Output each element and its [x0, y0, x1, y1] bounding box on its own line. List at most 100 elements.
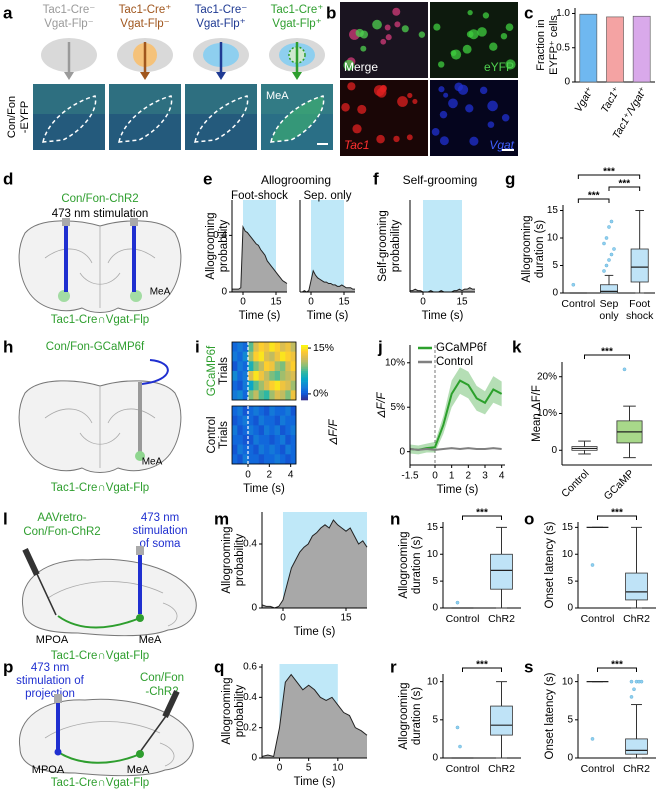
- cell: [443, 92, 449, 98]
- heatmap-cell: [253, 390, 259, 401]
- y-axis-label: Allogrooming: [221, 677, 233, 744]
- heatmap-cell: [274, 371, 281, 381]
- outlier: [607, 258, 611, 262]
- y-tick-label: 0: [251, 603, 257, 614]
- significance-label: ***: [611, 508, 623, 519]
- y-tick-label: 5: [432, 714, 438, 725]
- virus-label: Con/Fon: [140, 672, 184, 684]
- row-label: -EYFP: [19, 101, 31, 133]
- y-tick-label: 0.4: [243, 539, 257, 550]
- heatmap-cell: [264, 361, 270, 372]
- cell: [394, 21, 401, 28]
- heatmap-cell: [290, 361, 297, 372]
- heatmap-cell: [253, 406, 259, 416]
- heatmap-cell: [237, 415, 243, 426]
- channel-label: Tac1: [344, 138, 370, 152]
- heatmap-cell: [290, 406, 297, 416]
- region-label: MeA: [139, 634, 162, 646]
- x-tick-label: 2: [267, 470, 273, 481]
- x-tick-label: Control: [446, 763, 480, 775]
- y-tick-label: 5: [552, 260, 558, 271]
- heatmap-cell: [248, 444, 254, 455]
- colorbar-step: [301, 357, 308, 360]
- x-tick-label: 15: [338, 297, 350, 308]
- heatmap-cell: [248, 454, 254, 465]
- colorbar-step: [301, 361, 308, 364]
- cell: [433, 23, 441, 31]
- y-axis-label: duration (s): [411, 536, 423, 594]
- x-tick-label: 0: [240, 297, 246, 308]
- heatmap-cell: [264, 380, 270, 391]
- y-axis-label: Allogrooming: [521, 215, 533, 282]
- heatmap-cell: [264, 406, 270, 416]
- mouse-label: Tac1-Cre∩Vgat-Flp: [51, 777, 149, 789]
- heatmap-cell: [274, 406, 281, 416]
- box: [600, 284, 618, 294]
- heatmap-cell: [285, 390, 291, 401]
- heatmap-cell: [280, 390, 286, 401]
- panel-letter: e: [203, 169, 212, 188]
- cell: [500, 32, 508, 40]
- y-axis-label: duration (s): [411, 687, 423, 745]
- cell: [352, 124, 362, 134]
- colorbar-step: [301, 367, 308, 370]
- region-label: MeA: [150, 287, 171, 298]
- x-tick-label: Foot: [629, 298, 650, 310]
- cell: [505, 23, 514, 31]
- x-tick-label: GCaMP: [602, 468, 637, 503]
- heatmap-cell: [248, 435, 254, 445]
- channel-label: Merge: [344, 60, 378, 74]
- stimulation-label: 473 nm: [141, 512, 179, 524]
- area-fill: [262, 674, 367, 758]
- mouse-label: Tac1-Cre∩Vgat-Flp: [51, 314, 149, 326]
- heatmap-cell: [280, 435, 286, 445]
- outlier: [455, 600, 460, 605]
- heatmap-cell: [280, 351, 286, 362]
- heatmap-cell: [290, 380, 297, 391]
- heatmap-cell: [264, 444, 270, 455]
- subplot-title: Foot-shock: [231, 190, 288, 202]
- heatmap-cell: [248, 425, 254, 436]
- cell: [439, 110, 448, 119]
- y-tick-label: 0.5: [556, 42, 570, 53]
- heatmap-cell: [264, 454, 270, 465]
- colorbar-step: [301, 356, 308, 359]
- cell: [360, 45, 367, 52]
- y-axis-label: Fraction in: [535, 19, 547, 70]
- legend-label: Control: [436, 356, 473, 368]
- cell: [439, 136, 449, 146]
- cell: [357, 104, 367, 114]
- box: [490, 553, 513, 590]
- y-tick-label: 10: [427, 549, 439, 560]
- brain-detail: [44, 386, 156, 468]
- stimulation-label: of soma: [140, 538, 182, 550]
- colorbar-step: [301, 376, 308, 379]
- cell: [448, 98, 458, 109]
- heatmap-cell: [242, 415, 249, 426]
- outlier: [604, 263, 609, 268]
- heatmap-cell: [269, 371, 275, 381]
- error-band: [410, 367, 502, 455]
- heatmap-cell: [285, 342, 291, 352]
- box: [630, 248, 649, 283]
- cell: [406, 134, 413, 141]
- heatmap-cell: [280, 444, 286, 455]
- cable: [141, 359, 169, 385]
- heatmap-cell: [258, 425, 265, 436]
- heatmap-cell: [232, 342, 238, 352]
- heatmap-cell: [253, 351, 259, 362]
- panel-letter: g: [505, 169, 515, 188]
- brain-outline: [21, 558, 197, 637]
- cell: [482, 12, 490, 19]
- genotype: Vgat-Flp⁺: [272, 18, 322, 30]
- y-tick-label: 0: [399, 446, 405, 457]
- x-axis-label: Time (s): [294, 776, 336, 788]
- cell-body: [136, 614, 144, 622]
- channel-label: Vgat: [489, 138, 514, 152]
- outlier: [602, 241, 606, 246]
- outlier: [602, 269, 606, 273]
- expression: [58, 290, 70, 302]
- expression: [130, 290, 142, 302]
- colorbar-step: [301, 396, 308, 399]
